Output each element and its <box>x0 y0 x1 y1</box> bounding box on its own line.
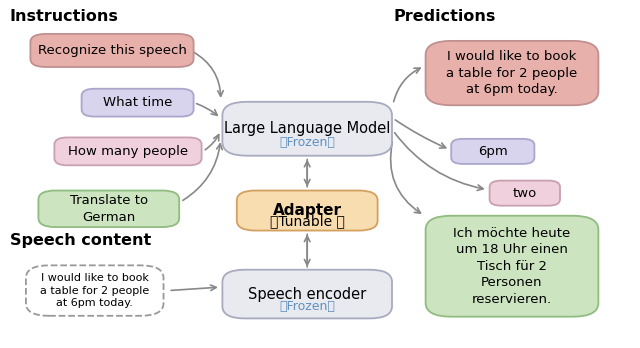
FancyBboxPatch shape <box>490 181 560 206</box>
FancyBboxPatch shape <box>451 139 534 164</box>
FancyBboxPatch shape <box>223 270 392 318</box>
Text: 💧Frozen💧: 💧Frozen💧 <box>279 136 335 149</box>
FancyBboxPatch shape <box>26 266 164 316</box>
FancyBboxPatch shape <box>237 191 378 230</box>
Text: Large Language Model: Large Language Model <box>224 121 390 136</box>
Text: Translate to
German: Translate to German <box>70 194 148 223</box>
Text: 6pm: 6pm <box>478 145 508 158</box>
Text: I would like to book
a table for 2 people
at 6pm today.: I would like to book a table for 2 peopl… <box>446 50 578 96</box>
Text: Instructions: Instructions <box>10 9 118 24</box>
FancyBboxPatch shape <box>223 102 392 156</box>
Text: 🔥Tunable 🔥: 🔥Tunable 🔥 <box>270 214 344 228</box>
Text: Adapter: Adapter <box>273 203 342 218</box>
FancyBboxPatch shape <box>54 137 202 165</box>
Text: How many people: How many people <box>68 145 188 158</box>
Text: 💧Frozen💧: 💧Frozen💧 <box>279 300 335 314</box>
FancyBboxPatch shape <box>30 34 193 67</box>
Text: Speech content: Speech content <box>10 233 151 248</box>
FancyBboxPatch shape <box>38 191 179 227</box>
Text: I would like to book
a table for 2 people
at 6pm today.: I would like to book a table for 2 peopl… <box>40 273 149 308</box>
Text: What time: What time <box>103 96 172 109</box>
Text: Predictions: Predictions <box>394 9 496 24</box>
FancyBboxPatch shape <box>426 41 598 105</box>
Text: Speech encoder: Speech encoder <box>248 286 366 302</box>
FancyBboxPatch shape <box>426 216 598 317</box>
Text: Recognize this speech: Recognize this speech <box>38 44 186 57</box>
Text: two: two <box>513 187 537 200</box>
Text: Ich möchte heute
um 18 Uhr einen
Tisch für 2
Personen
reservieren.: Ich möchte heute um 18 Uhr einen Tisch f… <box>453 227 571 306</box>
FancyBboxPatch shape <box>82 89 193 117</box>
